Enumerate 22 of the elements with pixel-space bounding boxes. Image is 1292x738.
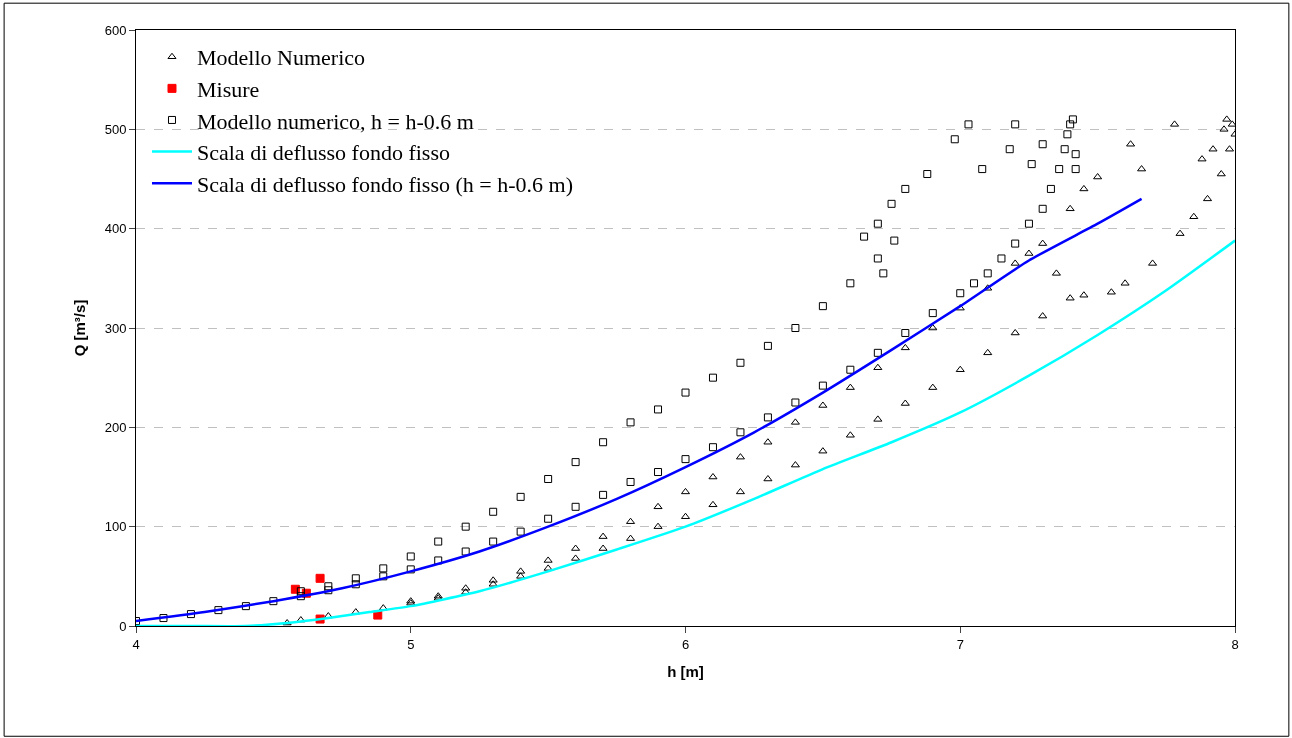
x-axis-title: h [m] <box>667 662 704 680</box>
legend-label: Scala di deflusso fondo fisso (h = h-0.6 m) <box>196 171 573 197</box>
x-tick-label: 4 <box>132 636 140 652</box>
y-tick-label: 0 <box>119 618 127 634</box>
legend-label: Modello numerico, h = h-0.6 m <box>196 108 474 134</box>
x-tick-label: 8 <box>1231 636 1239 652</box>
point <box>315 573 325 583</box>
x-tick-label: 6 <box>681 636 690 652</box>
y-axis-title: Q [m³/s] <box>70 299 88 357</box>
y-tick-label: 400 <box>104 221 127 237</box>
x-tick-label: 5 <box>407 636 415 652</box>
legend-label: Modello Numerico <box>196 45 366 71</box>
line-series <box>136 239 1235 626</box>
y-tick-label: 500 <box>104 121 127 137</box>
y-tick-label: 100 <box>104 519 127 535</box>
x-tick-label: 7 <box>956 636 964 652</box>
y-tick-label: 600 <box>104 22 127 38</box>
y-tick-label: 200 <box>104 419 127 435</box>
y-tick-label: 300 <box>104 320 127 336</box>
legend-label: Misure <box>196 76 260 102</box>
line-series <box>136 197 1143 623</box>
legend-label: Scala di deflusso fondo fisso <box>196 140 450 166</box>
